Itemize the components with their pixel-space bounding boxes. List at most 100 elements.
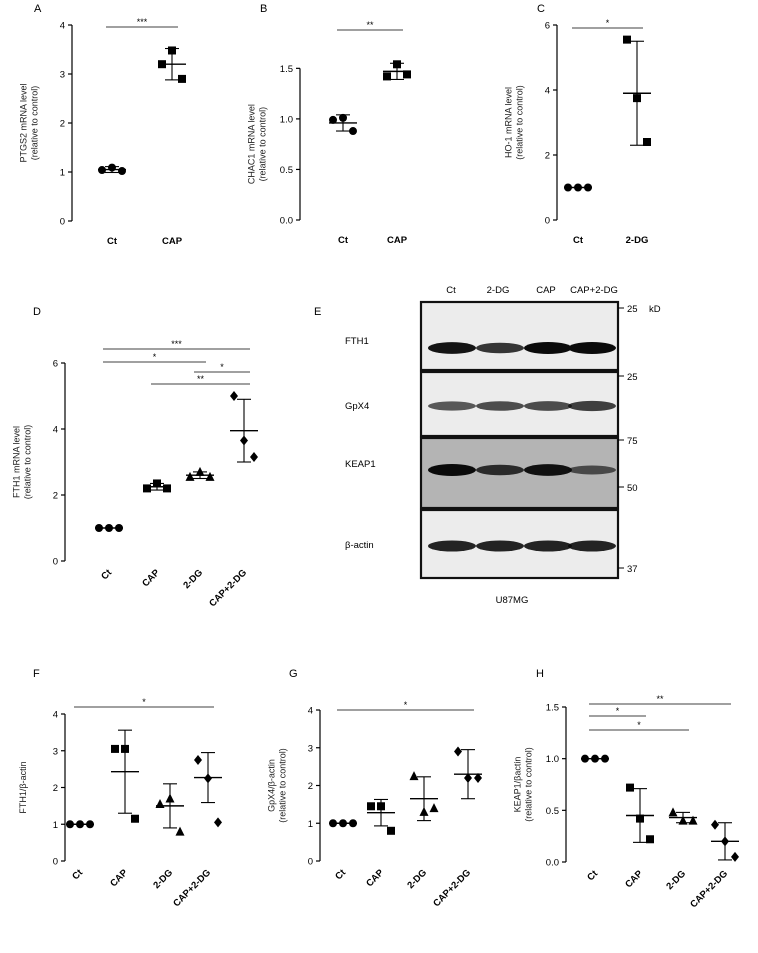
- panel-a-scatter-chart: A 0 1 2 3 4 PTGS2 mRNA level (relative to contr…: [19, 3, 186, 247]
- x-category-label: CAP: [623, 868, 645, 890]
- significance-label: *: [404, 700, 408, 710]
- data-point: [143, 484, 151, 493]
- blot-band: [568, 400, 616, 412]
- panel-letter: C: [537, 3, 545, 15]
- x-category-label: CAP: [387, 235, 408, 246]
- panel-d-scatter-chart: D 0 2 4 6 FTH1 mRNA level (relative to control…: [12, 306, 258, 609]
- y-tick-label: 1: [53, 820, 58, 831]
- y-tick-label: 0.0: [546, 858, 559, 869]
- y-tick-label: 3: [60, 70, 65, 81]
- y-tick-label: 6: [53, 359, 58, 370]
- x-category-label: Ct: [70, 867, 85, 882]
- y-tick-label: 0: [53, 557, 58, 568]
- significance-label: **: [197, 374, 205, 384]
- panel-letter: D: [33, 306, 41, 318]
- panel-g-scatter-chart: G 0 1 2 3 4 GpX4/β-actin (relative to control) C…: [267, 668, 482, 909]
- significance-label: *: [637, 720, 641, 730]
- blot-band: [428, 540, 476, 552]
- x-category-label: Ct: [338, 235, 349, 246]
- data-point: [626, 783, 634, 792]
- y-tick-label: 4: [53, 710, 58, 721]
- significance-label: *: [142, 697, 146, 707]
- lane-label: CAP+2-DG: [570, 285, 618, 296]
- x-category-label: 2-DG: [151, 867, 175, 891]
- x-category-label: CAP: [108, 867, 130, 889]
- lane-label: 2-DG: [487, 285, 510, 296]
- data-point: [623, 35, 631, 44]
- significance-label: **: [366, 20, 374, 30]
- significance-label: *: [606, 18, 610, 28]
- data-point: [185, 471, 195, 481]
- blot-band: [524, 342, 572, 354]
- protein-label: GpX4: [345, 401, 369, 412]
- y-axis-title: CHAC1 mRNA level: [247, 104, 257, 184]
- data-point: [403, 70, 411, 79]
- data-point: [367, 802, 375, 811]
- y-tick-label: 2: [53, 783, 58, 794]
- blot-band: [568, 465, 616, 475]
- y-axis-title: (relative to control): [515, 85, 525, 160]
- data-point: [118, 167, 126, 176]
- blot-band: [568, 342, 616, 354]
- y-axis-title: FTH1 mRNA level: [12, 426, 22, 498]
- significance-label: ***: [137, 17, 148, 27]
- data-point: [429, 803, 439, 813]
- blot-band: [476, 401, 524, 411]
- y-axis-title: (relative to control): [258, 107, 268, 182]
- y-axis-title: (relative to control): [23, 425, 33, 500]
- data-point: [474, 772, 482, 783]
- panel-c-scatter-chart: C 0 2 4 6 HO-1 mRNA level (relative to control…: [504, 3, 651, 246]
- x-category-label: CAP+2-DG: [431, 867, 473, 909]
- data-point: [155, 799, 165, 809]
- mw-unit-label: kD: [649, 304, 661, 315]
- blot-band: [524, 464, 572, 476]
- data-point: [163, 484, 171, 493]
- data-point: [194, 754, 202, 765]
- panel-e-western-blot: E Ct 2-DG CAP CAP+2-DG FTH1 GpX4 KEAP1 β-actin 25…: [314, 285, 661, 606]
- y-tick-label: 1.5: [546, 703, 559, 714]
- data-point: [646, 835, 654, 844]
- blot-band: [428, 401, 476, 411]
- data-point: [643, 138, 651, 146]
- x-category-label: Ct: [333, 867, 348, 882]
- data-point: [178, 74, 186, 83]
- blot-band: [476, 540, 524, 552]
- y-tick-label: 1.5: [280, 64, 293, 75]
- y-tick-label: 2: [545, 151, 550, 162]
- x-category-label: Ct: [573, 235, 584, 246]
- panel-letter: G: [289, 668, 298, 680]
- data-point: [131, 814, 139, 823]
- y-tick-label: 2: [308, 781, 313, 792]
- y-axis-title: FTH1/β-actin: [18, 761, 28, 813]
- y-tick-label: 3: [53, 746, 58, 757]
- cell-line-label: U87MG: [496, 595, 529, 606]
- y-axis-title: (relative to control): [30, 86, 40, 161]
- x-category-label: Ct: [99, 567, 114, 582]
- x-category-label: 2-DG: [664, 868, 688, 892]
- x-category-label: 2-DG: [626, 235, 649, 246]
- mw-marker-label: 25: [627, 304, 638, 315]
- blot-band: [476, 464, 524, 476]
- blot-band: [428, 342, 476, 354]
- panel-letter: H: [536, 668, 544, 680]
- data-point: [454, 746, 462, 757]
- panel-letter: E: [314, 306, 321, 318]
- y-tick-label: 6: [545, 21, 550, 32]
- y-tick-label: 0: [545, 216, 550, 227]
- y-tick-label: 0: [308, 857, 313, 868]
- data-point: [329, 115, 337, 124]
- protein-label: FTH1: [345, 336, 369, 347]
- protein-label: KEAP1: [345, 459, 376, 470]
- blot-band: [568, 540, 616, 552]
- y-tick-label: 0.5: [546, 806, 559, 817]
- y-tick-label: 4: [308, 706, 313, 717]
- x-category-label: CAP+2-DG: [688, 868, 730, 910]
- y-tick-label: 0: [60, 217, 65, 228]
- x-category-label: CAP+2-DG: [171, 867, 213, 909]
- panel-h-scatter-chart: H 0.0 0.5 1.0 1.5 KEAP1/βactin (relative to co…: [513, 668, 739, 910]
- data-point: [409, 771, 419, 781]
- panel-letter: A: [34, 3, 42, 15]
- y-tick-label: 3: [308, 743, 313, 754]
